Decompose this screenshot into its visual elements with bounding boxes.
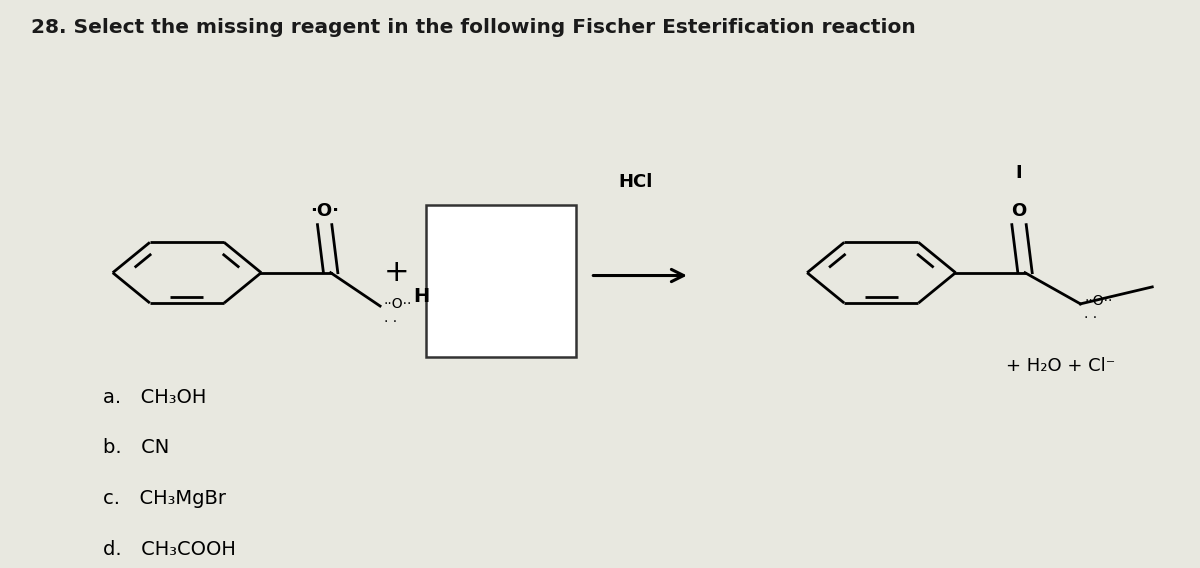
Text: · ·: · · xyxy=(384,315,397,329)
Text: H: H xyxy=(414,287,430,307)
Text: c. CH₃MgBr: c. CH₃MgBr xyxy=(103,489,226,508)
Text: ·O·: ·O· xyxy=(310,202,340,220)
Text: b. CN: b. CN xyxy=(103,438,169,457)
Text: +: + xyxy=(384,258,409,287)
Text: · ·: · · xyxy=(1084,311,1097,325)
Text: ··O··: ··O·· xyxy=(1084,294,1112,308)
Text: 28. Select the missing reagent in the following Fischer Esterification reaction: 28. Select the missing reagent in the fo… xyxy=(31,18,916,37)
Text: d. CH₃COOH: d. CH₃COOH xyxy=(103,540,236,559)
Text: + H₂O + Cl⁻: + H₂O + Cl⁻ xyxy=(1007,357,1116,375)
Text: I: I xyxy=(1015,164,1022,182)
Text: a. CH₃OH: a. CH₃OH xyxy=(103,387,206,407)
Text: HCl: HCl xyxy=(619,173,653,191)
Text: O: O xyxy=(1012,202,1027,220)
Text: ··O··: ··O·· xyxy=(384,296,412,311)
Bar xyxy=(426,205,576,357)
